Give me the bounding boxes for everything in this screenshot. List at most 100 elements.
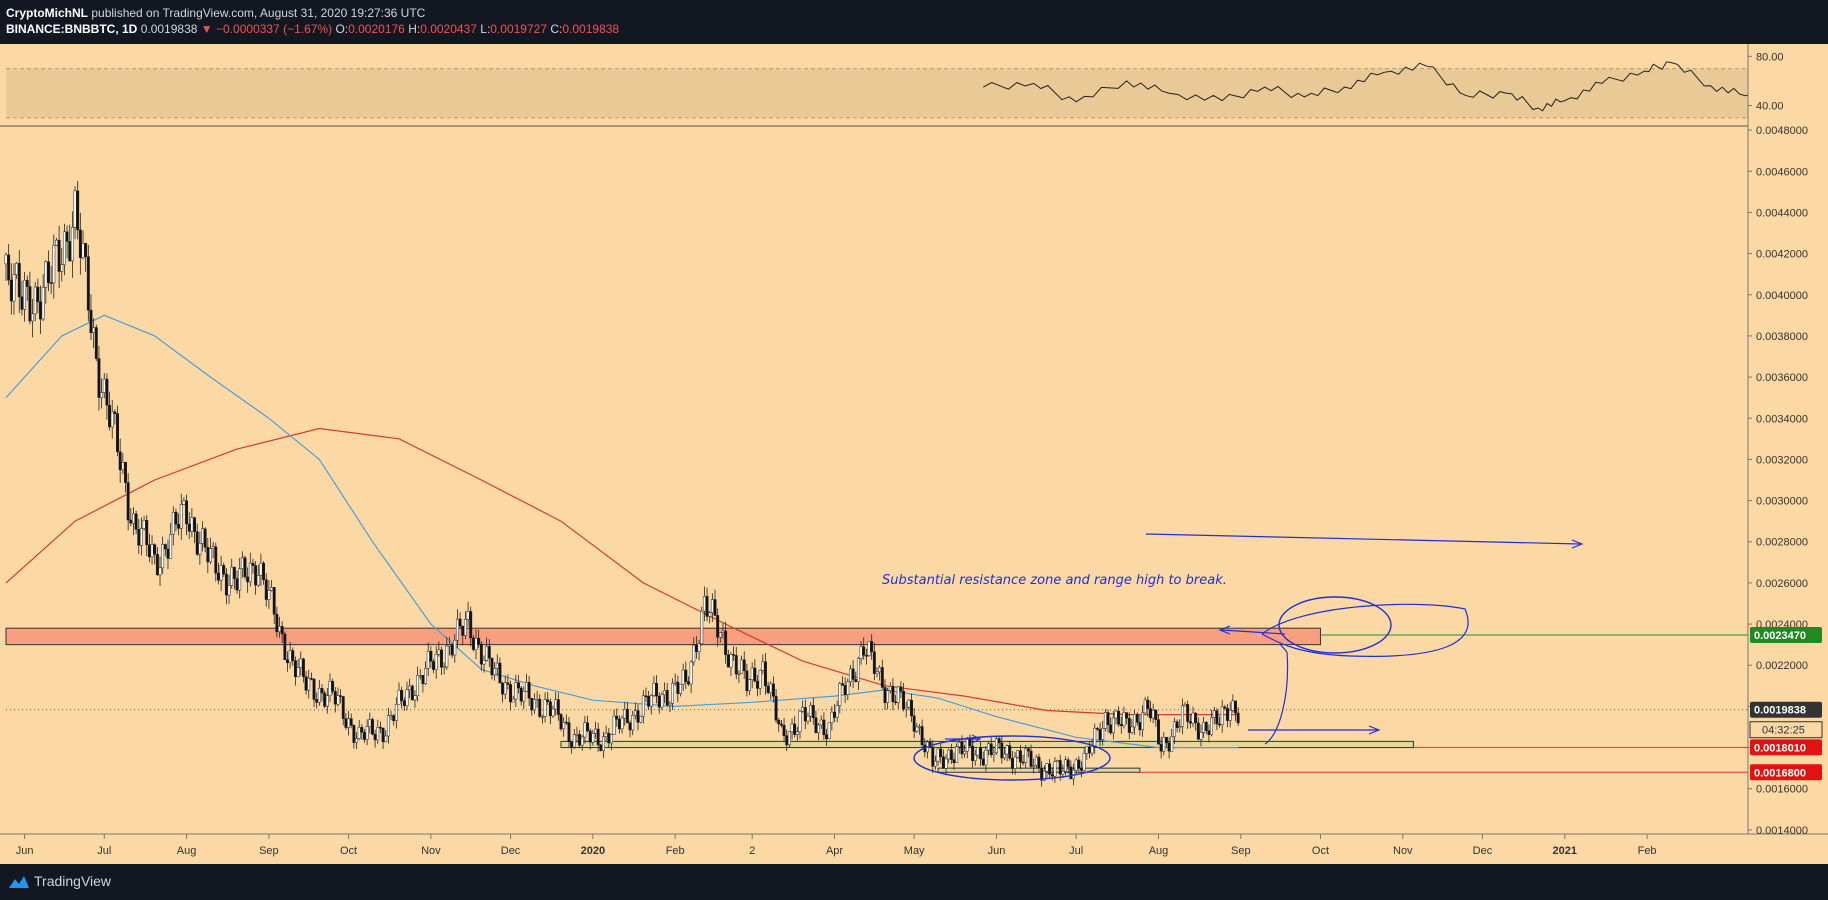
price-pane[interactable]: Substantial resistance zone and range hi… — [4, 180, 1748, 787]
candle-body — [108, 404, 112, 428]
y-tick-label: 0.0022000 — [1756, 660, 1808, 672]
candle-body — [896, 686, 900, 703]
candle-body — [445, 645, 449, 668]
candle-body — [1122, 712, 1126, 726]
candle-body — [756, 680, 759, 689]
candle-body — [68, 241, 72, 262]
candle-body — [649, 695, 653, 707]
sma-red-line — [5, 427, 1239, 716]
candle-body — [365, 726, 369, 740]
candle-body — [320, 688, 324, 694]
candle-body — [1170, 736, 1174, 752]
candle-body — [405, 689, 409, 706]
candle-body — [1008, 745, 1012, 759]
candle-body — [235, 578, 239, 591]
candle-body — [965, 738, 969, 752]
rsi-pane[interactable] — [6, 59, 1828, 119]
candle-body — [134, 513, 138, 530]
candle-body — [62, 231, 66, 266]
candle-body — [4, 254, 8, 265]
candle-body — [1223, 706, 1227, 709]
candle-body — [7, 254, 11, 281]
candle-body — [912, 715, 916, 732]
rsi-tick-label: 40.00 — [1756, 101, 1784, 113]
candle-body — [169, 534, 173, 559]
candle-body — [278, 626, 281, 633]
candle-body — [368, 719, 372, 727]
candle-body — [402, 700, 406, 706]
candle-body — [291, 650, 295, 661]
candle-body — [219, 565, 223, 581]
candle-body — [1133, 713, 1137, 728]
symbol-label[interactable]: BINANCE:BNBBTC, 1D — [6, 22, 138, 36]
candle-body — [822, 719, 826, 736]
candle-body — [806, 715, 810, 722]
candle-body — [1141, 712, 1144, 730]
candle-body — [182, 500, 186, 505]
candle-body — [216, 572, 220, 581]
breakout-path — [1264, 643, 1289, 745]
candle-body — [1196, 722, 1200, 740]
candle-body — [851, 668, 855, 680]
x-tick-label: Jun — [988, 845, 1006, 857]
candle-body — [748, 679, 751, 692]
candle-body — [631, 714, 635, 731]
candle-body — [1236, 712, 1240, 724]
candle-body — [251, 562, 255, 566]
candle-body — [779, 723, 783, 726]
publisher-name[interactable]: CryptoMichNL — [6, 6, 88, 20]
candle-body — [267, 590, 271, 600]
candle-body — [522, 690, 526, 702]
candle-body — [1175, 721, 1179, 729]
candle-body — [352, 725, 356, 743]
candle-body — [580, 736, 584, 746]
chart-area[interactable]: Substantial resistance zone and range hi… — [0, 44, 1828, 864]
candle-body — [1087, 746, 1091, 754]
brand-name[interactable]: TradingView — [34, 873, 112, 889]
candle-body — [559, 714, 563, 730]
candle-body — [118, 451, 122, 471]
candle-body — [113, 411, 117, 414]
candle-body — [841, 683, 844, 686]
candle-body — [1188, 721, 1192, 724]
down-triangle-icon: ▼ — [200, 22, 213, 36]
candle-body — [1098, 729, 1102, 740]
y-tick-label: 0.0042000 — [1756, 249, 1808, 261]
candle-body — [171, 512, 175, 535]
candle-body — [572, 734, 576, 748]
candle-body — [591, 733, 595, 743]
candle-body — [363, 732, 366, 740]
candle-body — [530, 698, 534, 711]
high-label: H: — [408, 22, 421, 36]
candle-body — [288, 650, 292, 664]
candle-body — [307, 678, 311, 691]
candle-body — [397, 689, 401, 705]
candle-body — [663, 690, 667, 696]
candle-body — [1093, 727, 1097, 747]
candle-body — [344, 718, 348, 728]
candle-body — [384, 735, 388, 743]
candle-body — [625, 708, 629, 724]
candle-body — [469, 611, 473, 639]
candle-body — [432, 661, 435, 670]
candle-body — [644, 695, 648, 698]
candle-body — [1024, 748, 1028, 763]
candle-body — [1159, 743, 1163, 752]
candle-body — [1143, 699, 1147, 714]
candle-body — [193, 517, 196, 532]
candle-body — [692, 644, 696, 663]
candle-body — [1183, 704, 1187, 707]
change-value: −0.0000337 (−1.67%) — [216, 22, 333, 36]
candle-body — [546, 699, 550, 703]
candle-body — [867, 641, 871, 656]
candle-body — [309, 678, 313, 680]
candle-body — [97, 358, 101, 398]
left-arrow-icon — [1218, 625, 1231, 635]
candle-body — [843, 685, 847, 695]
candle-body — [827, 722, 831, 740]
candle-body — [1127, 717, 1131, 733]
x-tick-label: Jul — [97, 845, 111, 857]
candle-body — [525, 681, 528, 692]
candle-body — [588, 730, 592, 743]
candle-body — [1048, 763, 1052, 775]
